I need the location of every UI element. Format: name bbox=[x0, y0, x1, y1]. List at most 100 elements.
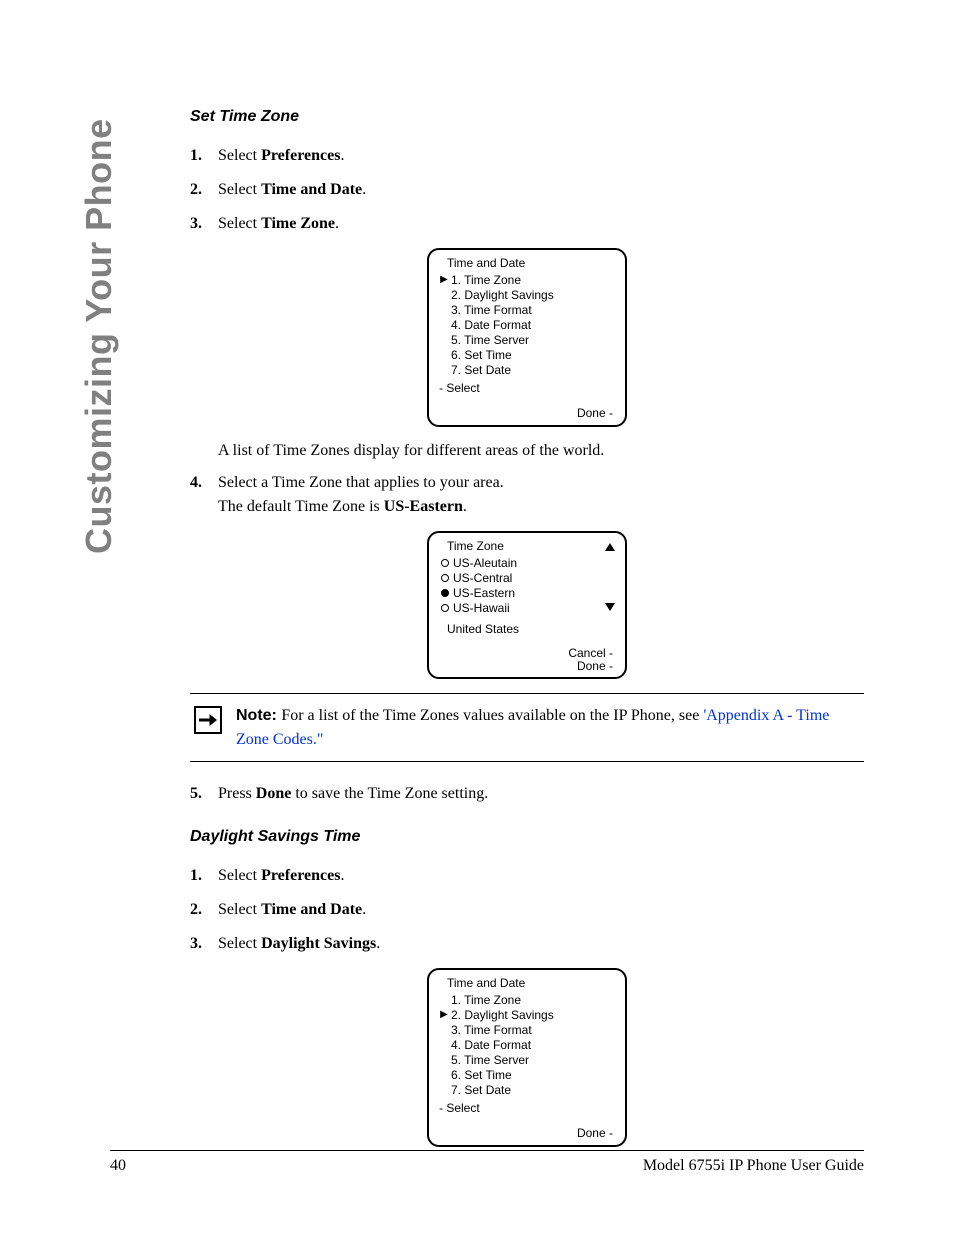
text: Select a Time Zone that applies to your … bbox=[218, 471, 864, 495]
screen-menu-item: 2. Daylight Savings bbox=[451, 288, 617, 303]
screen-radio-label: US-Aleutain bbox=[453, 556, 517, 571]
bold-text: Time and Date bbox=[261, 901, 362, 918]
bold-text: Daylight Savings bbox=[261, 935, 376, 952]
text: . bbox=[362, 901, 366, 918]
text: Select bbox=[218, 215, 261, 232]
screen-menu-item: 7. Set Date bbox=[451, 1083, 617, 1098]
note-body: For a list of the Time Zones values avai… bbox=[281, 707, 703, 724]
screen-menu-label: 1. Time Zone bbox=[451, 993, 521, 1008]
bold-text: Time and Date bbox=[261, 181, 362, 198]
screen-menu-item: ▶1. Time Zone bbox=[451, 273, 617, 288]
phone-screen-time-and-date-1: Time and Date ▶1. Time Zone2. Daylight S… bbox=[427, 248, 627, 427]
paragraph: A list of Time Zones display for differe… bbox=[218, 439, 864, 463]
text: Select bbox=[218, 901, 261, 918]
screen-menu-label: 1. Time Zone bbox=[451, 273, 521, 288]
step-2: 2. Select Time and Date. bbox=[190, 898, 864, 922]
phone-screen-time-and-date-2: Time and Date 1. Time Zone▶2. Daylight S… bbox=[427, 968, 627, 1147]
arrow-up-icon bbox=[605, 543, 615, 551]
screen-radio-label: US-Hawaii bbox=[453, 601, 510, 616]
pointer-icon: ▶ bbox=[439, 274, 449, 287]
step-5: 5. Press Done to save the Time Zone sett… bbox=[190, 782, 864, 806]
screen-menu-item: 4. Date Format bbox=[451, 1038, 617, 1053]
step-text: Select Preferences. bbox=[218, 864, 864, 888]
note-label: Note: bbox=[236, 707, 281, 724]
screen-menu-item: 5. Time Server bbox=[451, 333, 617, 348]
note-arrow-icon bbox=[194, 706, 222, 734]
screen-menu-item: 6. Set Time bbox=[451, 348, 617, 363]
bold-text: Time Zone bbox=[261, 215, 335, 232]
text: . bbox=[463, 498, 467, 515]
text: Press bbox=[218, 785, 256, 802]
pointer-icon: ▶ bbox=[439, 1009, 449, 1022]
steps-list-2: 1. Select Preferences. 2. Select Time an… bbox=[190, 864, 864, 956]
screen-subtext: United States bbox=[447, 622, 617, 637]
step-1: 1. Select Preferences. bbox=[190, 144, 864, 168]
screen-select-label: - Select bbox=[439, 1101, 617, 1116]
step-num: 3. bbox=[190, 212, 218, 236]
step-num: 1. bbox=[190, 864, 218, 888]
page-footer: 40 Model 6755i IP Phone User Guide bbox=[0, 1150, 954, 1175]
screen-menu-label: 6. Set Time bbox=[451, 348, 512, 363]
side-heading: Customizing Your Phone bbox=[78, 118, 120, 554]
screen-title: Time and Date bbox=[447, 976, 617, 991]
radio-icon bbox=[441, 604, 449, 612]
text: . bbox=[340, 147, 344, 164]
step-1: 1. Select Preferences. bbox=[190, 864, 864, 888]
step-text: Select Time and Date. bbox=[218, 178, 864, 202]
screen-menu-label: 5. Time Server bbox=[451, 1053, 529, 1068]
screen-radio-item: US-Central bbox=[441, 571, 617, 586]
step-text: Select a Time Zone that applies to your … bbox=[218, 471, 864, 519]
guide-title: Model 6755i IP Phone User Guide bbox=[643, 1157, 864, 1175]
step-num: 3. bbox=[190, 932, 218, 956]
step-num: 5. bbox=[190, 782, 218, 806]
screen-menu-item: 1. Time Zone bbox=[451, 993, 617, 1008]
main-content: Set Time Zone 1. Select Preferences. 2. … bbox=[190, 0, 864, 1147]
page-number: 40 bbox=[110, 1157, 126, 1175]
bold-text: Preferences bbox=[261, 867, 340, 884]
text: . bbox=[376, 935, 380, 952]
text-line: The default Time Zone is US-Eastern. bbox=[218, 495, 864, 519]
screen-menu-label: 4. Date Format bbox=[451, 318, 531, 333]
screen-menu-item: 5. Time Server bbox=[451, 1053, 617, 1068]
bold-text: US-Eastern bbox=[384, 498, 463, 515]
screen-menu-label: 2. Daylight Savings bbox=[451, 1008, 554, 1023]
step-num: 2. bbox=[190, 178, 218, 202]
step-text: Select Time and Date. bbox=[218, 898, 864, 922]
text: . bbox=[335, 215, 339, 232]
screen-title: Time Zone bbox=[447, 539, 617, 554]
note-block: Note: For a list of the Time Zones value… bbox=[190, 693, 864, 761]
screen-radio-item: US-Eastern bbox=[441, 586, 617, 601]
arrow-down-icon bbox=[605, 603, 615, 611]
screen-menu-label: 2. Daylight Savings bbox=[451, 288, 554, 303]
steps-list-1c: 5. Press Done to save the Time Zone sett… bbox=[190, 782, 864, 806]
step-text: Select Daylight Savings. bbox=[218, 932, 864, 956]
screen-select-label: - Select bbox=[439, 381, 617, 396]
screen-done-label: Done - bbox=[437, 660, 613, 673]
screen-radio-item: US-Aleutain bbox=[441, 556, 617, 571]
section-title-dst: Daylight Savings Time bbox=[190, 828, 864, 846]
bold-text: Done bbox=[256, 785, 292, 802]
screen-menu-label: 4. Date Format bbox=[451, 1038, 531, 1053]
text: . bbox=[362, 181, 366, 198]
screen-menu-item: 6. Set Time bbox=[451, 1068, 617, 1083]
text: Select bbox=[218, 147, 261, 164]
step-2: 2. Select Time and Date. bbox=[190, 178, 864, 202]
section-title-set-time-zone: Set Time Zone bbox=[190, 108, 864, 126]
screen-done-label: Done - bbox=[437, 406, 617, 421]
step-4: 4. Select a Time Zone that applies to yo… bbox=[190, 471, 864, 519]
screen-menu-label: 7. Set Date bbox=[451, 1083, 511, 1098]
bold-text: Preferences bbox=[261, 147, 340, 164]
screen-title: Time and Date bbox=[447, 256, 617, 271]
text: The default Time Zone is bbox=[218, 498, 384, 515]
text: Select bbox=[218, 181, 261, 198]
screen-radio-item: US-Hawaii bbox=[441, 601, 617, 616]
step-num: 2. bbox=[190, 898, 218, 922]
screen-menu-item: ▶2. Daylight Savings bbox=[451, 1008, 617, 1023]
steps-list-1: 1. Select Preferences. 2. Select Time an… bbox=[190, 144, 864, 236]
step-num: 4. bbox=[190, 471, 218, 519]
screen-menu-label: 6. Set Time bbox=[451, 1068, 512, 1083]
step-3: 3. Select Daylight Savings. bbox=[190, 932, 864, 956]
text: to save the Time Zone setting. bbox=[291, 785, 488, 802]
screen-menu-label: 3. Time Format bbox=[451, 303, 532, 318]
screen-menu-item: 3. Time Format bbox=[451, 1023, 617, 1038]
